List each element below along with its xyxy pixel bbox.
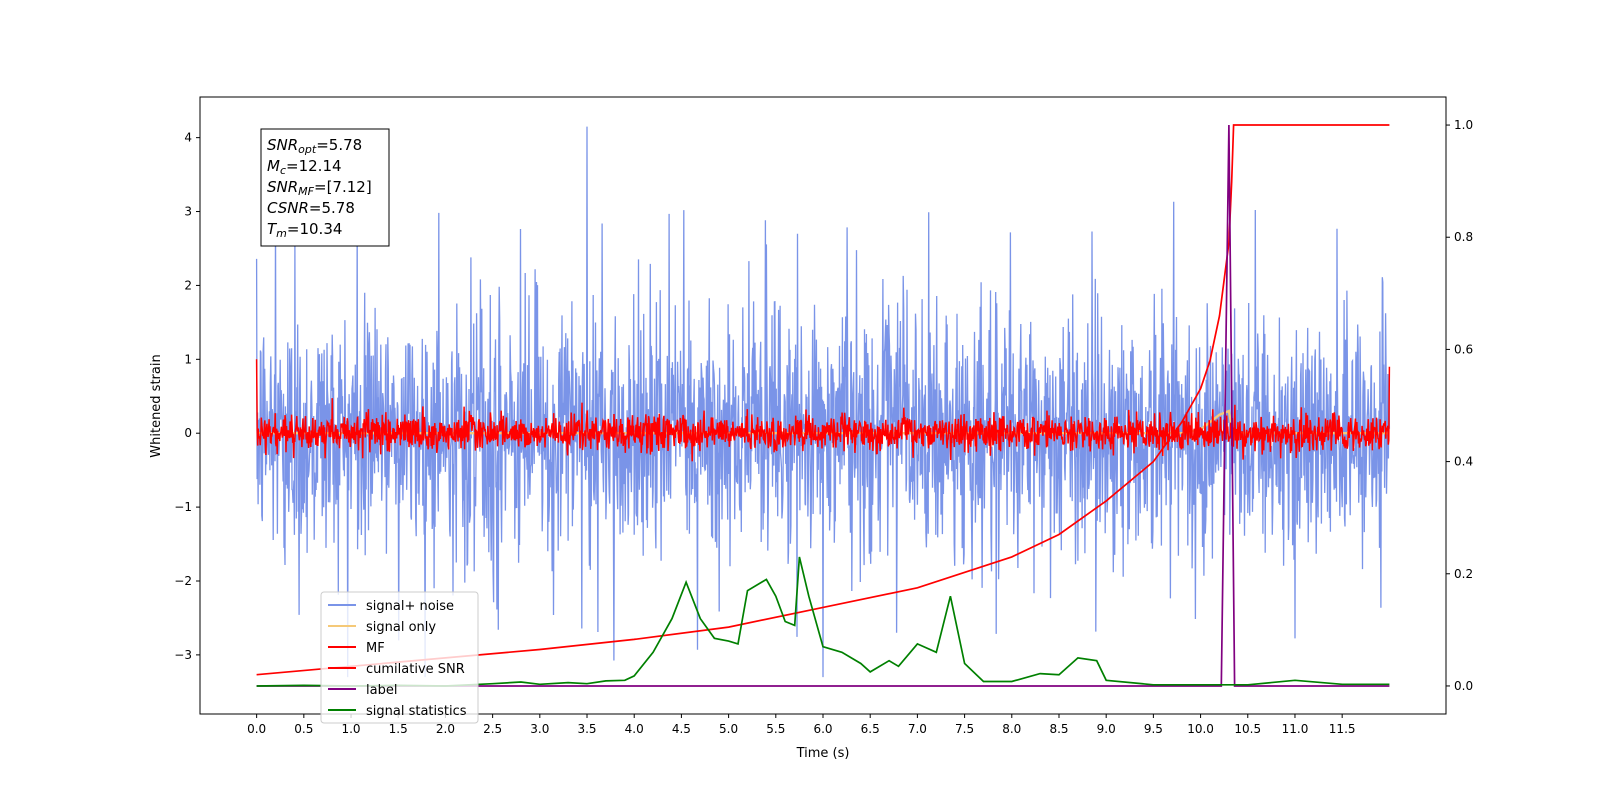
legend-label: MF [366,641,385,656]
legend-label: signal+ noise [366,599,454,614]
y-tick-label: 4 [184,131,192,145]
y-axis-title: Whitened strain [149,354,164,457]
legend-label: cumilative SNR [366,662,465,677]
x-tick-label: 3.0 [530,722,549,736]
x-tick-label: 7.0 [908,722,927,736]
x-axis-title: Time (s) [796,746,850,761]
x-tick-label: 8.5 [1049,722,1068,736]
x-tick-label: 5.0 [719,722,738,736]
series-line-label [256,124,1390,687]
x-tick-label: 6.5 [861,722,880,736]
legend-label: signal statistics [366,704,467,719]
x-tick-label: 6.0 [813,722,832,736]
x-tick-label: 8.0 [1002,722,1021,736]
y-tick-label: 0 [184,426,192,440]
x-tick-label: 11.0 [1282,722,1309,736]
annotation-frame [260,128,390,247]
x-tick-label: 5.5 [766,722,785,736]
x-tick-label: 7.5 [955,722,974,736]
x-tick-label: 1.0 [341,722,360,736]
y2-tick-label: 0.0 [1454,679,1473,693]
legend: signal+ noise signal only MF cumilative SNR… [320,591,479,724]
x-tick-label: 9.5 [1144,722,1163,736]
legend-label: signal only [366,620,436,635]
y2-axis-ticks: 1.0 0.8 0.6 0.4 0.2 0.0 [1446,118,1473,693]
y2-tick-label: 0.4 [1454,455,1473,469]
series-line-signal-statistics [256,556,1390,687]
annotation-line: SNRopt=5.78 [267,136,362,156]
x-tick-label: 9.0 [1097,722,1116,736]
y-tick-label: 2 [184,278,192,292]
y-tick-label: 1 [184,352,192,366]
annotation-line: CSNR=5.78 [267,199,355,217]
y2-tick-label: 0.6 [1454,342,1473,356]
x-tick-label: 10.5 [1234,722,1261,736]
x-tick-label: 1.5 [389,722,408,736]
series-layer [255,124,1391,687]
x-tick-label: 4.5 [672,722,691,736]
annotation-line: Mc=12.14 [267,157,342,177]
x-tick-label: 2.5 [483,722,502,736]
x-axis-ticks: 0.0 0.5 1.0 1.5 2.0 2.5 3.0 3.5 4.0 4.5 5.0 5.5 6.0 6… [247,714,1356,736]
legend-frame [320,591,479,724]
series-line-mf [255,359,1391,462]
x-tick-label: 3.5 [577,722,596,736]
legend-label: label [366,683,397,698]
y-axis-ticks: 4 3 2 1 0 −1 −2 −3 [174,131,200,662]
annotation-box: SNRopt=5.78Mc=12.14SNRMF=[7.12]CSNR=5.78… [260,128,390,247]
x-tick-label: 4.0 [625,722,644,736]
y-tick-label: −2 [174,574,192,588]
x-tick-label: 0.5 [294,722,313,736]
series-line-signal-noise [255,126,1391,678]
y-tick-label: 3 [184,205,192,219]
y-tick-label: −1 [174,500,192,514]
y2-tick-label: 1.0 [1454,118,1473,132]
y2-tick-label: 0.2 [1454,567,1473,581]
x-tick-label: 0.0 [247,722,266,736]
x-tick-label: 10.0 [1187,722,1214,736]
y-tick-label: −3 [174,648,192,662]
x-tick-label: 2.0 [436,722,455,736]
x-tick-label: 11.5 [1329,722,1356,736]
y2-tick-label: 0.8 [1454,230,1473,244]
annotation-line: Tm=10.34 [267,220,342,240]
annotation-line: SNRMF=[7.12] [267,178,372,198]
